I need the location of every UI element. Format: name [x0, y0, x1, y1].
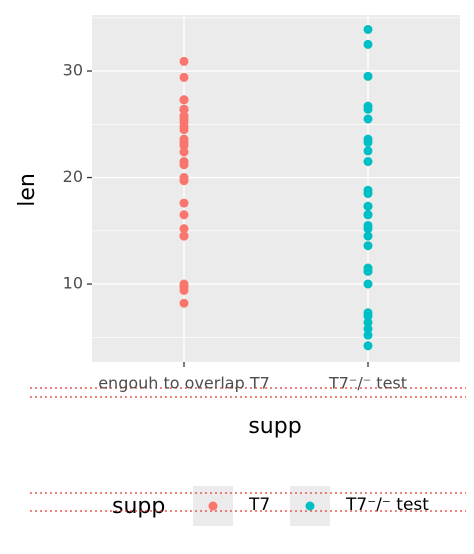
point: [179, 72, 189, 82]
legend-label: T7: [248, 495, 270, 515]
x-axis-title: supp: [248, 414, 301, 439]
legend-symbol: [305, 501, 315, 511]
point: [363, 266, 373, 276]
legend-title: supp: [112, 494, 165, 519]
marks: [179, 24, 373, 351]
point: [363, 210, 373, 220]
point: [179, 121, 189, 131]
point: [363, 24, 373, 34]
legend: T7 T7⁻/⁻ test: [193, 486, 429, 526]
point: [363, 157, 373, 167]
point: [179, 114, 189, 124]
point: [363, 279, 373, 289]
point: [363, 137, 373, 147]
point: [179, 224, 189, 234]
point: [363, 231, 373, 241]
point: [179, 160, 189, 170]
point: [179, 141, 189, 151]
point: [363, 241, 373, 251]
point: [363, 39, 373, 49]
point: [363, 220, 373, 230]
point: [179, 298, 189, 308]
y-axis-title: len: [15, 173, 40, 207]
legend-label: T7⁻/⁻ test: [345, 495, 429, 515]
point: [363, 114, 373, 124]
point: [179, 147, 189, 157]
point: [179, 231, 189, 241]
legend-symbol: [208, 501, 218, 511]
point: [179, 173, 189, 183]
point: [363, 324, 373, 334]
point: [363, 101, 373, 111]
panel: [92, 15, 460, 362]
y-tick-label: 20: [63, 167, 83, 186]
point: [179, 282, 189, 292]
y-tick-label: 10: [63, 274, 83, 293]
point: [363, 71, 373, 81]
point: [179, 134, 189, 144]
point: [363, 146, 373, 156]
point: [179, 198, 189, 208]
point: [363, 330, 373, 340]
point: [179, 104, 189, 114]
point: [179, 56, 189, 66]
point: [179, 95, 189, 105]
point: [363, 341, 373, 351]
point: [363, 201, 373, 211]
point: [363, 317, 373, 327]
x-tick-label: engouh to overlap T7: [98, 374, 270, 393]
point: [363, 311, 373, 321]
y-tick-label: 30: [63, 61, 83, 80]
x-tick-label: T7⁻/⁻ test: [328, 374, 407, 393]
point: [179, 210, 189, 220]
point: [363, 189, 373, 199]
